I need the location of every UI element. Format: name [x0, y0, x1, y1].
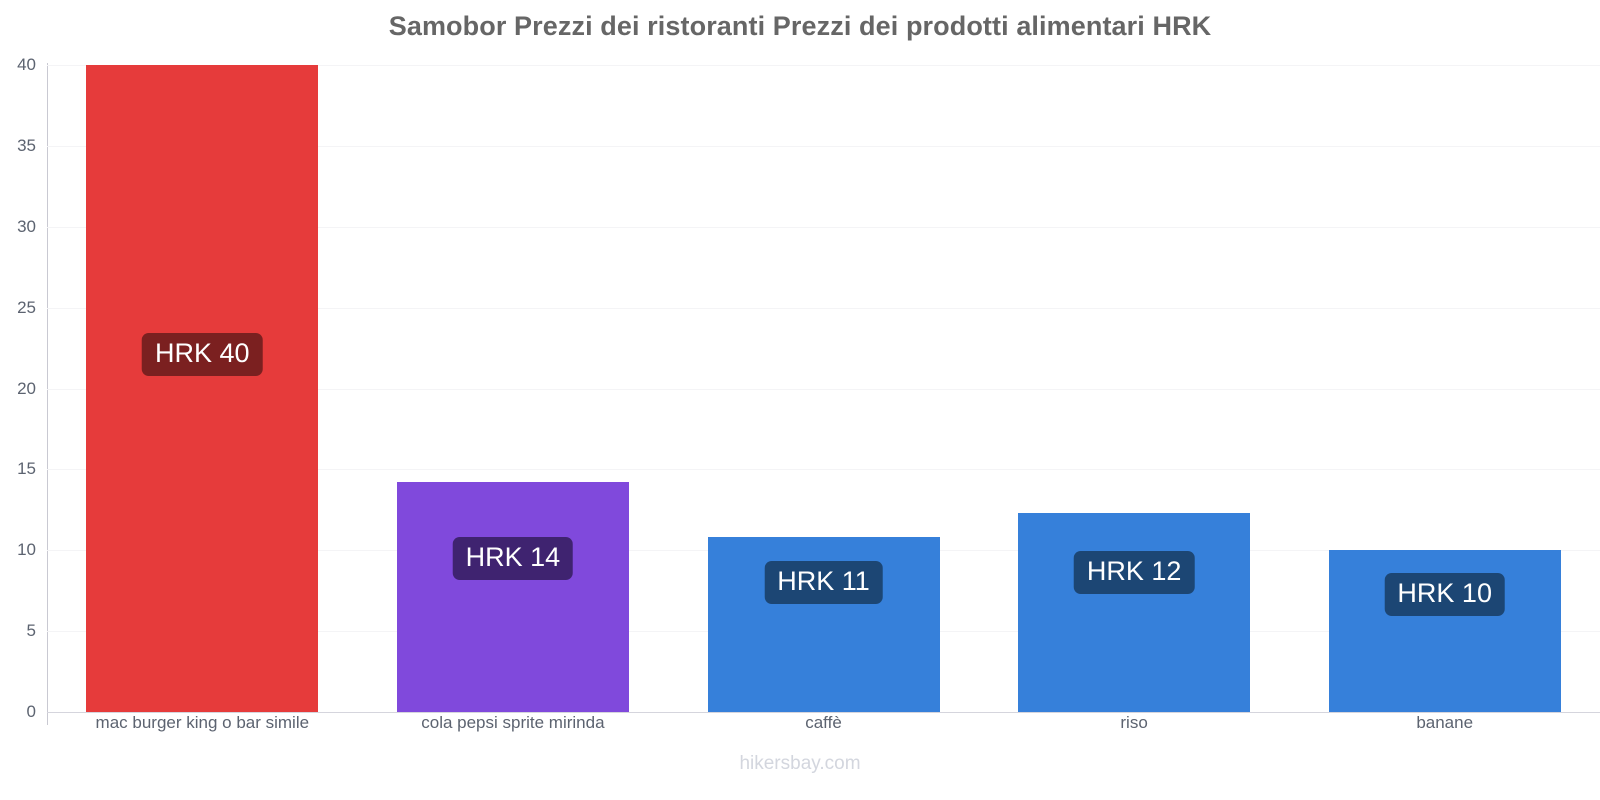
x-axis-tick-label: mac burger king o bar simile [95, 713, 310, 732]
y-axis-tick-label: 25 [17, 297, 36, 317]
bar[interactable]: HRK 11 [707, 537, 940, 712]
bar-value-label: HRK 14 [452, 537, 574, 581]
gridline [47, 226, 1600, 228]
x-axis-tick-label: riso [1120, 713, 1148, 732]
x-axis-tick-label: cola pepsi sprite mirinda [421, 713, 605, 732]
gridline [47, 712, 1600, 713]
x-axis-origin-tick [47, 712, 48, 725]
y-axis-tick-label: 40 [17, 55, 36, 74]
plot-area: HRK 40 HRK 14 HRK 11 HRK 12 HRK 10 [47, 65, 1600, 713]
x-axis-tick-label: banane [1416, 713, 1474, 732]
gridline [47, 145, 1600, 147]
x-axis-tick-label: caffè [805, 713, 842, 732]
chart-title: Samobor Prezzi dei ristoranti Prezzi dei… [388, 11, 1212, 41]
y-axis-tick-label: 0 [26, 702, 36, 721]
y-axis-tick-label: 5 [26, 621, 36, 641]
bar[interactable]: HRK 12 [1018, 513, 1251, 712]
bar[interactable]: HRK 40 [86, 65, 319, 712]
bar-value-label: HRK 40 [142, 333, 263, 376]
gridline [47, 469, 1600, 471]
y-axis-tick-label: 15 [17, 459, 36, 479]
bar[interactable]: HRK 14 [396, 482, 629, 712]
y-axis-tick-label: 10 [17, 540, 36, 560]
y-axis-tick-label: 20 [17, 378, 36, 398]
y-axis-tick-label: 30 [17, 216, 36, 236]
gridline [47, 65, 1600, 66]
bar-value-label: HRK 11 [764, 561, 883, 605]
gridline [47, 388, 1600, 390]
bar-value-label: HRK 12 [1073, 551, 1195, 595]
gridline [47, 307, 1600, 309]
bar-value-label: HRK 10 [1384, 573, 1505, 617]
y-axis-tick-label: 35 [17, 135, 36, 155]
chart-source-footer: hikersbay.com [739, 753, 861, 774]
bar[interactable]: HRK 10 [1328, 550, 1561, 712]
